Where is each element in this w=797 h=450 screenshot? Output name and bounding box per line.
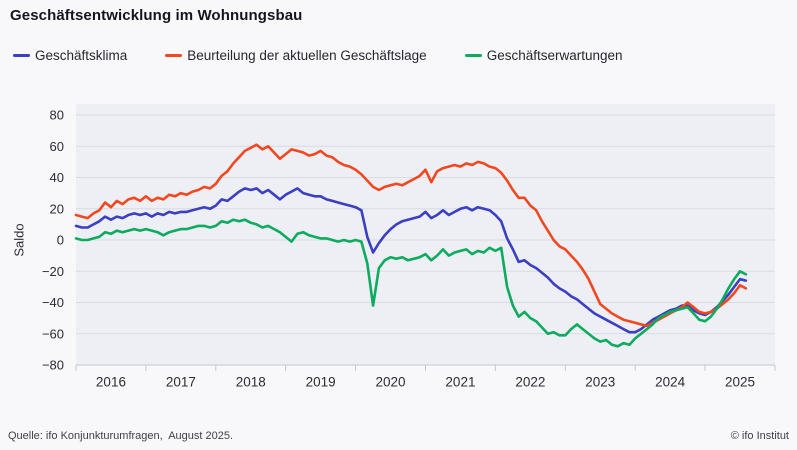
y-tick-label: 40 — [50, 170, 64, 185]
legend-item-geschaeftslage: Beurteilung der aktuellen Geschäftslage — [165, 48, 427, 63]
series-line-geschaeftserwartungen — [74, 218, 748, 348]
legend-label: Geschäftserwartungen — [486, 48, 623, 63]
series-line-geschaeftslage — [74, 143, 748, 328]
y-tick-label: 0 — [57, 233, 64, 248]
y-axis-title: Saldo — [11, 223, 27, 257]
x-tick-label: 2019 — [306, 375, 336, 390]
y-tick-label: 80 — [50, 108, 64, 123]
y-tick-label: 20 — [50, 201, 64, 216]
legend-item-geschaeftsklima: Geschäftsklima — [13, 48, 127, 63]
x-tick-label: 2018 — [236, 375, 266, 390]
legend-item-geschaeftserwartungen: Geschäftserwartungen — [464, 48, 623, 63]
x-tick-label: 2020 — [376, 375, 406, 390]
source-note: Quelle: ifo Konjunkturumfragen, August 2… — [8, 430, 234, 442]
legend-swatch-geschaeftslage — [165, 54, 183, 57]
copyright-note: © ifo Institut — [730, 430, 789, 442]
y-tick-label: −40 — [42, 295, 64, 310]
x-tick-label: 2022 — [515, 375, 545, 390]
y-tick-label: −80 — [42, 358, 64, 373]
y-tick-label: −60 — [42, 326, 64, 341]
legend-label: Geschäftsklima — [35, 48, 128, 63]
x-tick-label: 2024 — [655, 375, 686, 390]
series-line-geschaeftsklima — [74, 187, 748, 334]
chart-title: Geschäftsentwicklung im Wohnungsbau — [10, 7, 303, 24]
x-tick-label: 2017 — [166, 375, 196, 390]
legend-swatch-geschaeftsklima — [13, 54, 30, 57]
legend-label: Beurteilung der aktuellen Geschäftslage — [187, 48, 427, 63]
x-tick-label: 2023 — [585, 375, 615, 390]
legend: Geschäftsklima Beurteilung der aktuellen … — [13, 48, 623, 63]
plot-background — [76, 104, 775, 365]
x-tick-label: 2021 — [445, 375, 475, 390]
x-tick-label: 2025 — [725, 375, 755, 390]
y-tick-label: 60 — [50, 139, 64, 154]
y-tick-label: −20 — [42, 264, 64, 279]
x-tick-label: 2016 — [96, 375, 126, 390]
legend-swatch-geschaeftserwartungen — [464, 54, 482, 57]
